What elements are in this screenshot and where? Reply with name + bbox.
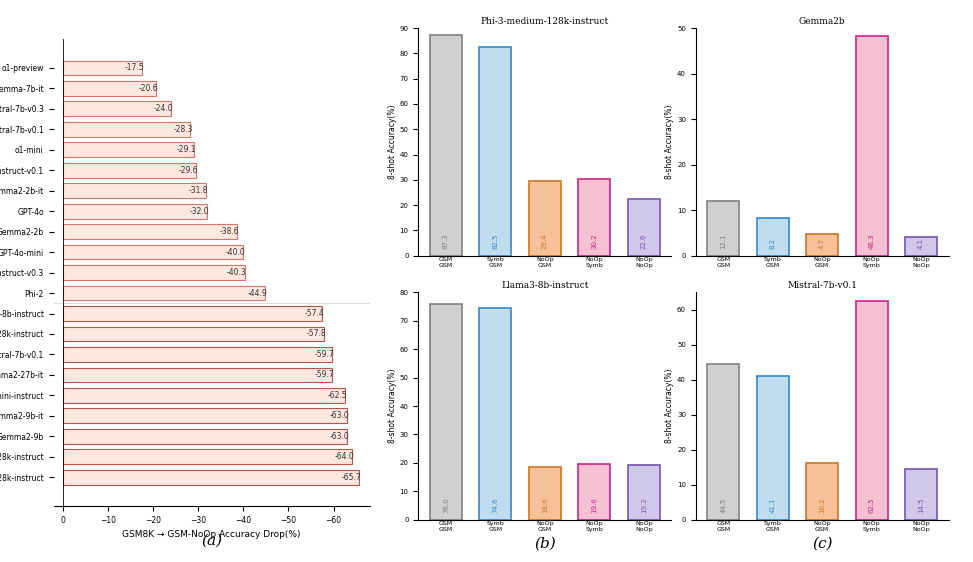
Text: -44.9: -44.9	[248, 288, 268, 297]
Text: (a): (a)	[201, 534, 222, 548]
Text: -65.7: -65.7	[342, 473, 362, 482]
Text: -57.8: -57.8	[306, 329, 326, 338]
Bar	[62, 81, 156, 96]
Text: 44.5: 44.5	[720, 497, 726, 513]
Text: 62.5: 62.5	[869, 497, 875, 513]
Text: 41.1: 41.1	[770, 497, 775, 513]
Bar	[905, 469, 937, 520]
Bar	[62, 285, 266, 301]
Bar	[855, 301, 887, 520]
Bar	[757, 376, 789, 520]
Text: (c): (c)	[811, 537, 833, 551]
X-axis label: GSM8K → GSM-NoOp Accuracy Drop(%): GSM8K → GSM-NoOp Accuracy Drop(%)	[123, 530, 301, 539]
Bar	[62, 142, 194, 157]
Text: -57.4: -57.4	[305, 309, 324, 318]
Bar	[707, 364, 739, 520]
Bar	[62, 368, 332, 382]
Bar	[855, 36, 887, 256]
Bar	[62, 163, 197, 178]
Text: -40.0: -40.0	[226, 248, 245, 257]
Text: -59.7: -59.7	[314, 350, 335, 359]
Bar	[62, 470, 359, 484]
Bar	[62, 265, 244, 280]
Text: -20.6: -20.6	[138, 84, 158, 93]
Text: -29.1: -29.1	[177, 145, 197, 155]
Bar	[62, 244, 243, 260]
Text: -24.0: -24.0	[154, 105, 173, 114]
Y-axis label: 8-shot Accuracy(%): 8-shot Accuracy(%)	[388, 105, 397, 179]
Bar	[62, 183, 206, 198]
Y-axis label: 8-shot Accuracy(%): 8-shot Accuracy(%)	[388, 369, 397, 443]
Text: -40.3: -40.3	[227, 268, 247, 277]
Text: -31.8: -31.8	[189, 186, 208, 195]
Text: -32.0: -32.0	[190, 207, 209, 216]
Bar	[62, 429, 347, 443]
Bar	[806, 234, 839, 256]
Bar	[62, 347, 332, 362]
Bar	[528, 467, 561, 520]
Text: 76.0: 76.0	[443, 497, 449, 513]
Text: 87.3: 87.3	[443, 233, 449, 249]
Title: Mistral-7b-v0.1: Mistral-7b-v0.1	[787, 281, 857, 290]
Text: 4.7: 4.7	[819, 238, 825, 249]
Text: 48.3: 48.3	[869, 233, 875, 249]
Text: -28.3: -28.3	[173, 125, 193, 134]
Text: -64.0: -64.0	[334, 452, 354, 461]
Text: -63.0: -63.0	[330, 432, 349, 441]
Text: 19.6: 19.6	[592, 497, 597, 513]
Title: Gemma2b: Gemma2b	[799, 17, 846, 26]
Text: 8.2: 8.2	[770, 238, 775, 249]
Bar	[806, 463, 839, 520]
Text: 16.2: 16.2	[819, 497, 825, 513]
Bar	[480, 47, 512, 256]
Bar	[62, 450, 351, 464]
Text: Questions
Shot Source: Questions Shot Source	[421, 306, 469, 319]
Y-axis label: 8-shot Accuracy(%): 8-shot Accuracy(%)	[666, 369, 674, 443]
Text: 30.2: 30.2	[592, 233, 597, 249]
Bar	[62, 204, 207, 219]
Bar	[62, 306, 322, 321]
Bar	[62, 122, 191, 137]
Text: -29.6: -29.6	[179, 166, 198, 175]
Text: 14.5: 14.5	[919, 497, 924, 513]
Bar	[430, 35, 462, 256]
Text: 74.6: 74.6	[492, 497, 498, 513]
Text: 22.6: 22.6	[641, 233, 647, 249]
Text: (b): (b)	[534, 537, 556, 551]
Bar	[905, 237, 937, 256]
Bar	[62, 61, 142, 75]
Text: 19.2: 19.2	[641, 497, 647, 513]
Bar	[62, 409, 347, 423]
Text: Questions
Shot Source: Questions Shot Source	[699, 306, 746, 319]
Text: -38.6: -38.6	[220, 227, 239, 236]
Bar	[62, 102, 171, 116]
Bar	[628, 465, 660, 520]
Text: 4.1: 4.1	[919, 238, 924, 249]
Text: -17.5: -17.5	[125, 64, 144, 72]
Text: -63.0: -63.0	[330, 411, 349, 420]
Text: -59.7: -59.7	[314, 370, 335, 379]
Title: Llama3-8b-instruct: Llama3-8b-instruct	[501, 281, 589, 290]
Bar	[62, 327, 324, 341]
Bar	[62, 388, 344, 403]
Bar	[528, 182, 561, 256]
Text: 12.1: 12.1	[720, 233, 726, 249]
Text: 29.4: 29.4	[542, 233, 548, 249]
Y-axis label: 8-shot Accuracy(%): 8-shot Accuracy(%)	[666, 105, 674, 179]
Bar	[578, 464, 610, 520]
Bar	[757, 219, 789, 256]
Bar	[628, 198, 660, 256]
Bar	[707, 201, 739, 256]
Text: -62.5: -62.5	[328, 391, 347, 400]
Text: 82.5: 82.5	[492, 233, 498, 249]
Title: Phi-3-medium-128k-instruct: Phi-3-medium-128k-instruct	[481, 17, 609, 26]
Text: 18.6: 18.6	[542, 497, 548, 513]
Bar	[578, 179, 610, 256]
Bar	[62, 224, 237, 239]
Bar	[430, 303, 462, 520]
Bar	[480, 307, 512, 520]
